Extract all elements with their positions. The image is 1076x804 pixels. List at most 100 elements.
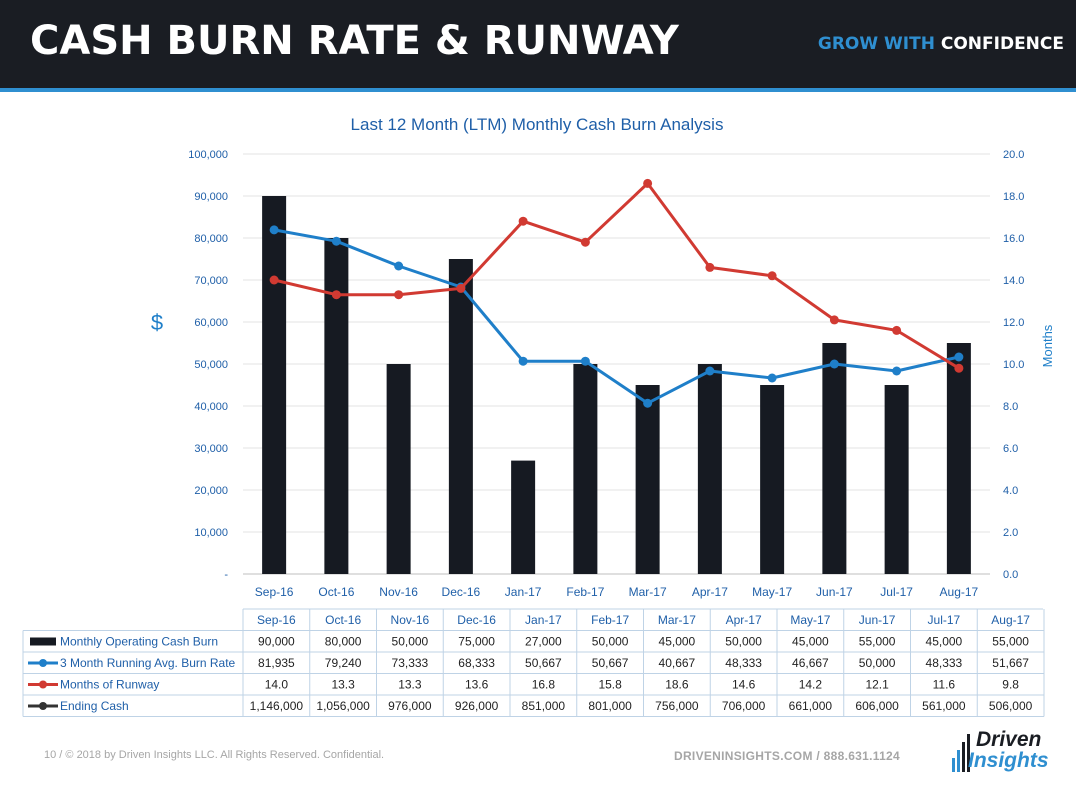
y2-tick-label: 8.0: [1003, 401, 1018, 413]
y-tick-label: 50,000: [194, 359, 228, 371]
y-tick-label: 100,000: [188, 149, 228, 161]
series-point: [394, 261, 404, 271]
table-cell: 801,000: [588, 699, 632, 713]
table-cell: 14.0: [265, 678, 289, 692]
table-cell: 81,935: [258, 656, 295, 670]
table-cell: 27,000: [525, 635, 562, 649]
y2-tick-label: 14.0: [1003, 275, 1024, 287]
table-cell: 13.3: [331, 678, 355, 692]
x-tick-label: Mar-17: [629, 585, 667, 599]
table-cell: 13.3: [398, 678, 422, 692]
x-tick-label: Aug-17: [940, 585, 979, 599]
logo-bars-icon: [952, 734, 970, 772]
table-cell: 9.8: [1002, 678, 1019, 692]
table-cell: 46,667: [792, 656, 829, 670]
x-tick-label: Nov-16: [379, 585, 418, 599]
x-tick-label: Jun-17: [816, 585, 853, 599]
legend-key: [30, 637, 56, 646]
footer-contact: DRIVENINSIGHTS.COM / 888.631.1124: [674, 749, 900, 763]
series-point: [518, 356, 528, 366]
line-series: [269, 178, 964, 408]
table-cell: 1,146,000: [250, 699, 304, 713]
table-cell: 50,000: [859, 656, 896, 670]
bar: [822, 343, 847, 574]
y2-axis-label: Months: [1040, 324, 1055, 367]
table-cell: 851,000: [522, 699, 566, 713]
series-point: [767, 271, 777, 281]
table-cell: 13.6: [465, 678, 489, 692]
series-point: [954, 352, 964, 362]
table-cell: 90,000: [258, 635, 295, 649]
x-axis-ticks: Sep-16 Oct-16 Nov-16 Dec-16 Jan-17 Feb-17 Mar-…: [255, 585, 979, 599]
bar: [573, 364, 598, 574]
table-cell: 706,000: [722, 699, 766, 713]
y2-axis-ticks: 0.0 2.0 4.0 6.0 8.0 10.0 12.0 14.0 16.0 18.0 20.0: [1003, 149, 1024, 581]
y2-tick-label: 2.0: [1003, 527, 1018, 539]
tagline-part1: GROW WITH: [817, 34, 935, 54]
series-point: [456, 283, 466, 293]
table-header-cell: Oct-16: [325, 613, 361, 627]
legend-key: [39, 659, 47, 667]
y2-tick-label: 12.0: [1003, 317, 1024, 329]
table-cell: 75,000: [458, 635, 495, 649]
table-cell: 51,667: [992, 656, 1029, 670]
x-tick-label: Feb-17: [566, 585, 604, 599]
table-cell: 73,333: [392, 656, 429, 670]
table-header-cell: May-17: [790, 613, 830, 627]
table-header-cell: Mar-17: [658, 613, 696, 627]
y-tick-label: 70,000: [194, 275, 228, 287]
table-cell: 14.2: [799, 678, 823, 692]
table-cell: 48,333: [926, 656, 963, 670]
table-cell: 48,333: [725, 656, 762, 670]
series-point: [518, 216, 528, 226]
table-cell: 55,000: [859, 635, 896, 649]
logo-word-insights: Insights: [968, 749, 1049, 772]
y2-tick-label: 4.0: [1003, 485, 1018, 497]
series-point: [705, 262, 715, 272]
table-cell: 976,000: [388, 699, 432, 713]
y-tick-label: 10,000: [194, 527, 228, 539]
series-point: [829, 359, 839, 369]
table-cell: 45,000: [926, 635, 963, 649]
data-table: Sep-16 Oct-16 Nov-16 Dec-16 Jan-17 Feb-17 Mar-…: [22, 608, 1045, 717]
tagline-part2: CONFIDENCE: [940, 34, 1064, 54]
series-line: [273, 228, 960, 405]
legend-label: Monthly Operating Cash Burn: [60, 635, 218, 649]
y-tick-label: 30,000: [194, 443, 228, 455]
table-cell: 756,000: [655, 699, 699, 713]
table-cell: 50,000: [725, 635, 762, 649]
series-point: [705, 366, 715, 376]
cash-burn-chart: Last 12 Month (LTM) Monthly Cash Burn An…: [22, 115, 1055, 717]
table-cell: 79,240: [325, 656, 362, 670]
bar: [448, 259, 473, 574]
table-header-cell: Jul-17: [928, 613, 961, 627]
legend-key: [39, 680, 47, 689]
tagline: GROW WITH CONFIDENCE: [818, 34, 1064, 54]
table-cell: 55,000: [992, 635, 1029, 649]
series-point: [269, 275, 279, 285]
table-cell: 16.8: [532, 678, 556, 692]
table-header-cell: Nov-16: [391, 613, 430, 627]
x-tick-label: Jan-17: [505, 585, 542, 599]
series-point: [892, 325, 902, 335]
y2-tick-label: 16.0: [1003, 233, 1024, 245]
table-cell: 45,000: [792, 635, 829, 649]
table-cell: 14.6: [732, 678, 756, 692]
legend-label: Months of Runway: [60, 678, 159, 692]
gridlines: [243, 153, 990, 575]
y-tick-label: 80,000: [194, 233, 228, 245]
y-tick-label: 40,000: [194, 401, 228, 413]
y-axis-label: $: [151, 310, 163, 335]
table-cell: 15.8: [598, 678, 622, 692]
x-tick-label: Sep-16: [255, 585, 294, 599]
table-header-cell: Dec-16: [457, 613, 496, 627]
bar: [511, 460, 536, 574]
bar: [760, 385, 785, 574]
series-point: [829, 315, 839, 325]
table-cell: 11.6: [933, 678, 956, 692]
table-header-cell: Feb-17: [591, 613, 629, 627]
series-point: [394, 290, 404, 300]
series-point: [580, 356, 590, 366]
table-header-cell: Apr-17: [726, 613, 762, 627]
y2-tick-label: 18.0: [1003, 191, 1024, 203]
